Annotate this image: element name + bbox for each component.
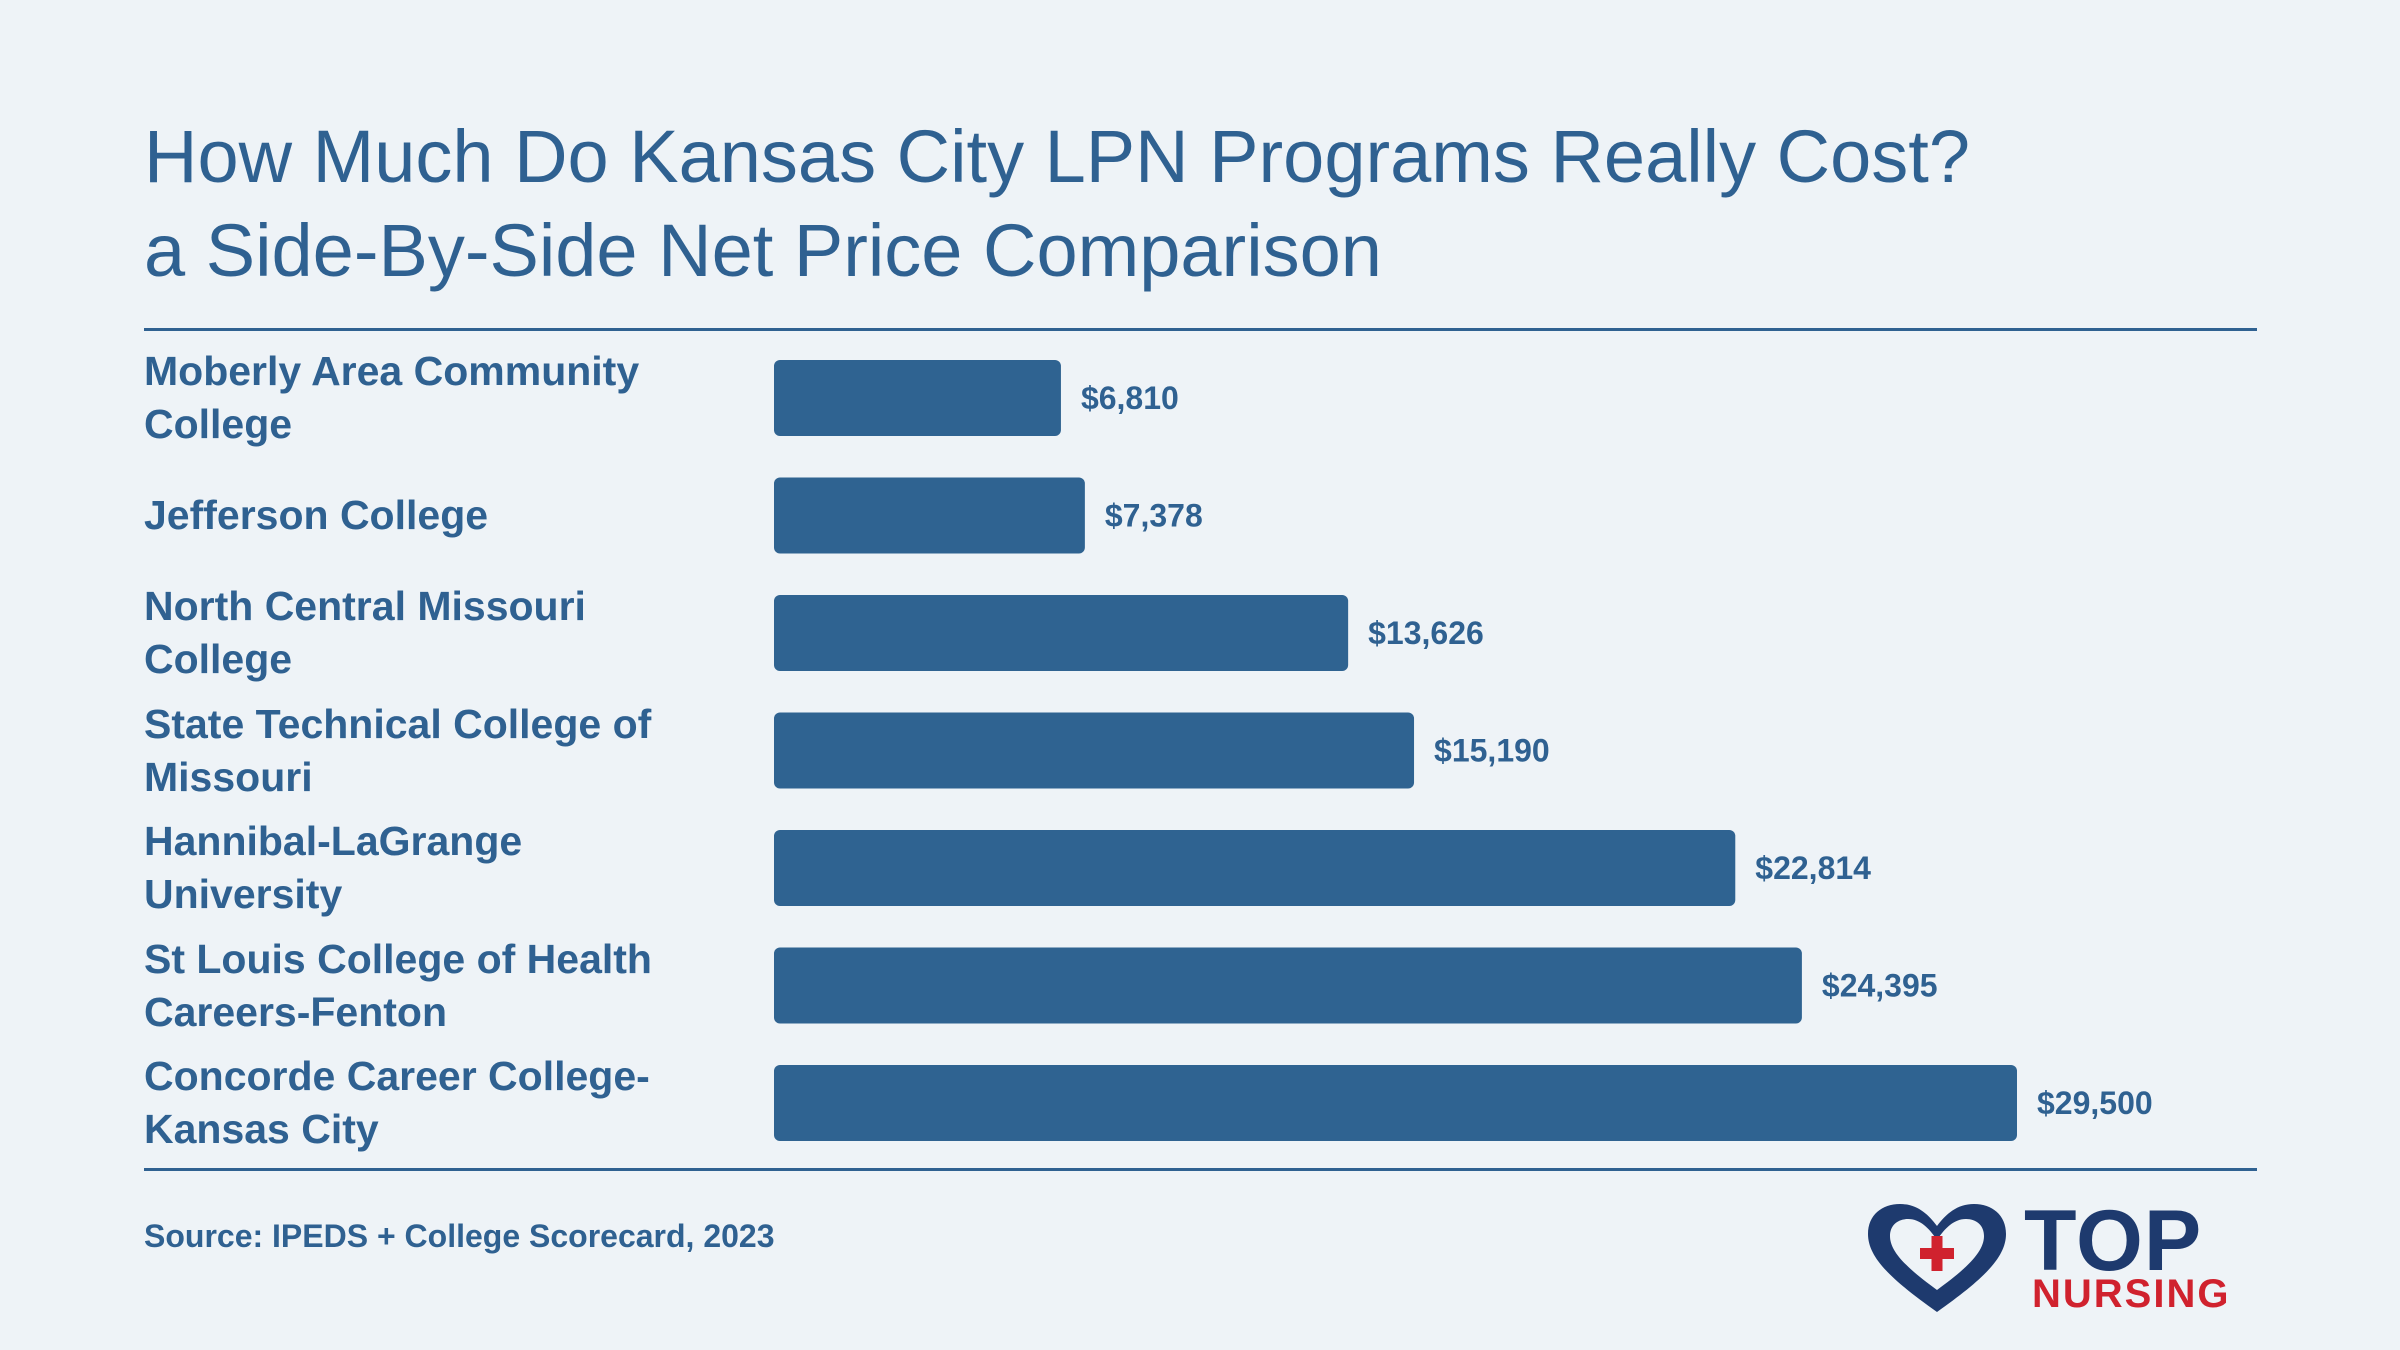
top-divider [144,328,2257,331]
bottom-divider [144,1168,2257,1171]
bar-0 [774,360,1061,436]
bar-value-label-4: $22,814 [1755,850,1871,886]
category-label-text: Jefferson College [144,492,489,538]
bar-value-label-3: $15,190 [1434,733,1550,769]
bar-4 [774,830,1736,906]
bar-value-label-5: $24,395 [1822,968,1938,1004]
chart-title-line-1: How Much Do Kansas City LPN Programs Rea… [144,115,1970,198]
category-label-3: State Technical College of Missouri [144,695,704,807]
category-label-text: North Central Missouri College [144,583,586,682]
bar-5 [774,947,1802,1024]
category-label-text: State Technical College of Missouri [144,700,652,800]
category-label-6: Concorde Career College-Kansas City [144,1047,704,1159]
category-label-1: Jefferson College [144,460,704,572]
bar-3 [774,712,1415,789]
bar-6 [774,1065,2017,1141]
category-label-text: St Louis College of Health Careers-Fento… [144,935,652,1035]
heart-cross-icon [1868,1204,2006,1312]
category-label-0: Moberly Area Community College [144,342,704,454]
bar-1 [774,477,1085,554]
chart-title-line-2: a Side-By-Side Net Price Comparison [144,209,1382,292]
bar-value-label-2: $13,626 [1368,615,1484,651]
logo-word-nursing: NURSING [2032,1272,2231,1316]
category-label-4: Hannibal-LaGrange University [144,812,704,924]
top-nursing-logo: TOP NURSING [1862,1193,2262,1320]
category-label-2: North Central Missouri College [144,577,704,689]
bar-value-label-1: $7,378 [1105,498,1203,534]
bar-value-label-0: $6,810 [1081,380,1179,416]
bar-value-label-6: $29,500 [2037,1085,2153,1121]
source-note: Source: IPEDS + College Scorecard, 2023 [144,1218,775,1254]
category-label-text: Moberly Area Community College [144,348,640,447]
category-label-5: St Louis College of Health Careers-Fento… [144,930,704,1042]
category-label-text: Hannibal-LaGrange University [144,818,523,917]
category-label-text: Concorde Career College-Kansas City [144,1053,650,1152]
logo-word-top: TOP [2024,1193,2203,1289]
bar-2 [774,595,1349,671]
